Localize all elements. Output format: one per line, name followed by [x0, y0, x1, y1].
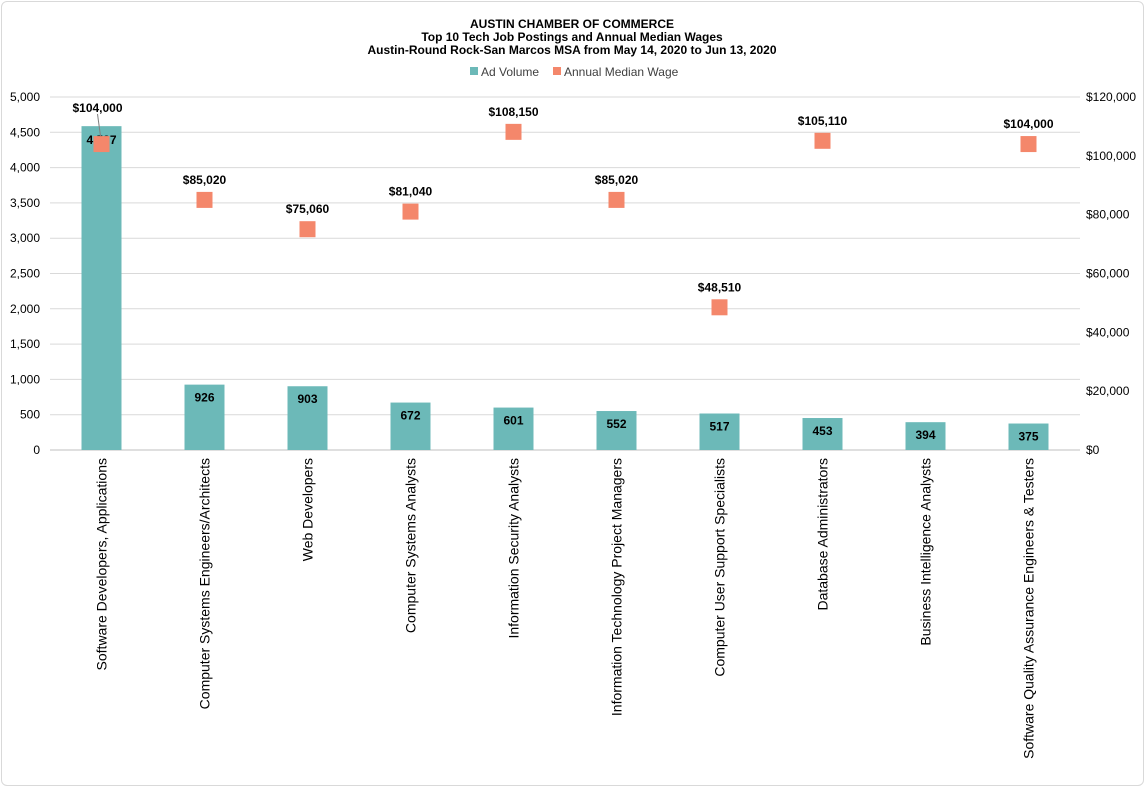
bar-4	[390, 402, 431, 450]
wage-marker-10	[1020, 136, 1037, 153]
wage-value-label-3: $75,060	[286, 202, 330, 216]
right-tick-label: $20,000	[1086, 384, 1130, 398]
left-tick-label: 2,000	[10, 302, 40, 316]
left-tick-label: 500	[20, 408, 40, 422]
category-label-2: Computer Systems Engineers/Architects	[197, 458, 213, 709]
bar-value-label-8: 453	[812, 424, 832, 438]
bar-value-label-9: 394	[915, 428, 935, 442]
bar-value-label-2: 926	[194, 391, 214, 405]
bar-value-label-3: 903	[297, 392, 317, 406]
wage-value-label-6: $85,020	[595, 173, 639, 187]
right-tick-label: $120,000	[1086, 90, 1136, 104]
legend-label-ad-volume: Ad Volume	[481, 65, 539, 79]
right-tick-label: $60,000	[1086, 267, 1130, 281]
left-tick-label: 4,000	[10, 161, 40, 175]
title-line-2: Top 10 Tech Job Postings and Annual Medi…	[421, 30, 723, 44]
category-label-8: Database Administrators	[815, 458, 831, 611]
legend-swatch-ad-volume	[470, 67, 478, 75]
title-line-3: Austin-Round Rock-San Marcos MSA from Ma…	[368, 43, 777, 57]
wage-value-label-2: $85,020	[183, 173, 227, 187]
wage-value-label-1: $104,000	[72, 101, 122, 115]
wage-marker-8	[814, 132, 831, 149]
bar-2	[184, 384, 225, 450]
bar-value-label-5: 601	[503, 414, 523, 428]
bar-1	[81, 126, 122, 450]
category-label-6: Information Technology Project Managers	[609, 458, 625, 716]
wage-marker-2	[196, 191, 213, 208]
legend-label-median-wage: Annual Median Wage	[564, 65, 679, 79]
bar-10	[1008, 423, 1049, 450]
wage-leader-line-1	[97, 113, 101, 137]
category-label-1: Software Developers, Applications	[94, 458, 110, 670]
right-tick-label: $0	[1086, 443, 1100, 457]
bar-8	[802, 418, 843, 450]
legend: Ad Volume Annual Median Wage	[470, 65, 679, 79]
left-tick-label: 5,000	[10, 90, 40, 104]
wage-value-label-4: $81,040	[389, 185, 433, 199]
category-label-5: Information Security Analysts	[506, 458, 522, 639]
left-tick-label: 1,000	[10, 372, 40, 386]
bar-value-label-7: 517	[709, 419, 729, 433]
bar-6	[596, 411, 637, 450]
left-tick-label: 1,500	[10, 337, 40, 351]
wage-marker-6	[608, 191, 625, 208]
wage-value-label-8: $105,110	[798, 114, 848, 128]
bar-value-label-4: 672	[400, 409, 420, 423]
bar-5	[493, 407, 534, 450]
left-axis-ticks: 0 500 1,000 1,500 2,000 2,500 3,000 3,500 4,000 4…	[10, 90, 40, 457]
left-tick-label: 3,500	[10, 196, 40, 210]
wage-value-label-7: $48,510	[698, 280, 742, 294]
bar-3	[287, 386, 328, 450]
right-axis-ticks: $0 $20,000 $40,000 $60,000 $80,000 $100,000 $1…	[1086, 90, 1136, 457]
left-tick-label: 2,500	[10, 267, 40, 281]
title-line-1: AUSTIN CHAMBER OF COMMERCE	[470, 17, 674, 31]
ad-volume-bars: 4,587926903672601552517453394375	[81, 126, 1049, 450]
bar-value-label-6: 552	[606, 417, 626, 431]
category-labels: Software Developers, Applications Compute…	[94, 458, 1037, 759]
wage-marker-5	[505, 123, 522, 140]
bar-value-label-10: 375	[1018, 430, 1038, 444]
left-tick-label: 4,500	[10, 125, 40, 139]
category-label-7: Computer User Support Specialists	[712, 458, 728, 677]
category-label-9: Business Intelligence Analysts	[918, 458, 934, 646]
category-label-3: Web Developers	[300, 458, 316, 561]
wage-marker-4	[402, 203, 419, 220]
left-tick-label: 3,000	[10, 231, 40, 245]
legend-swatch-median-wage	[553, 67, 561, 75]
wage-marker-7	[711, 299, 728, 316]
wage-value-label-10: $104,000	[1003, 117, 1053, 131]
category-label-4: Computer Systems Analysts	[403, 458, 419, 633]
right-tick-label: $80,000	[1086, 208, 1130, 222]
bar-7	[699, 413, 740, 450]
left-tick-label: 0	[33, 443, 40, 457]
wage-value-label-5: $108,150	[488, 105, 538, 119]
right-tick-label: $40,000	[1086, 325, 1130, 339]
category-label-10: Software Quality Assurance Engineers & T…	[1021, 458, 1037, 759]
wage-markers: $104,000 $85,020 $75,060 $81,040 $108,150 $85…	[72, 101, 1054, 316]
wage-marker-1	[93, 136, 110, 153]
bar-9	[905, 422, 946, 450]
wage-marker-3	[299, 221, 316, 238]
right-tick-label: $100,000	[1086, 149, 1136, 163]
